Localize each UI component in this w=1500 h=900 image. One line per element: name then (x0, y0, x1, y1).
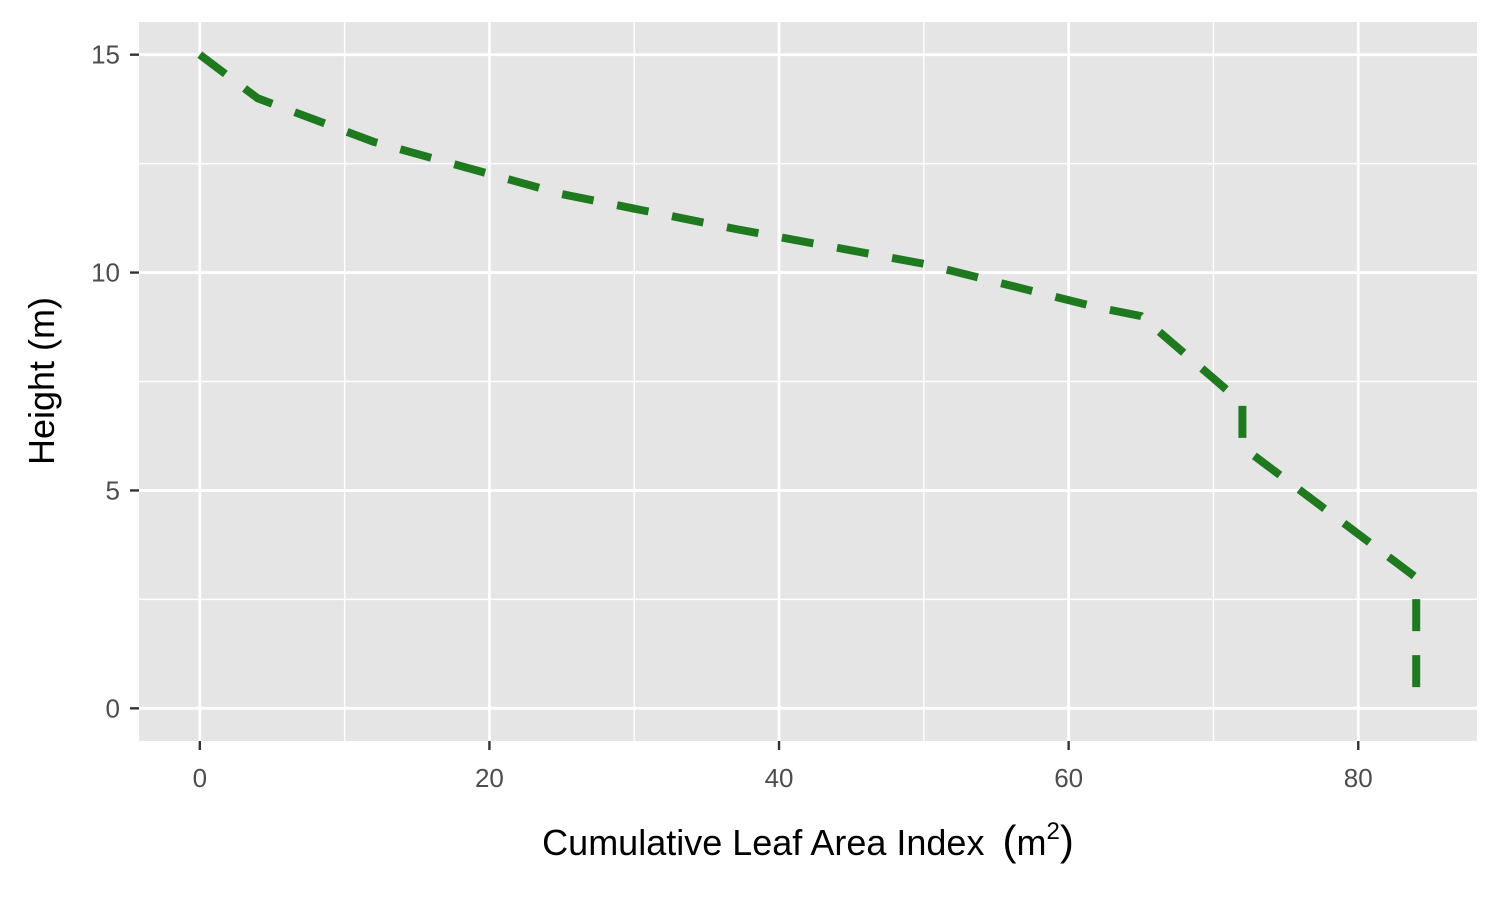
x-tick-label-0: 0 (193, 763, 207, 793)
y-tick-label-0: 0 (106, 693, 120, 723)
x-axis-title-unit-exponent: 2 (1046, 818, 1059, 845)
x-axis-title-text: Cumulative Leaf Area Index (542, 822, 984, 863)
y-axis-ticks: 0 5 10 15 (91, 40, 139, 723)
y-tick-label-3: 15 (91, 40, 120, 70)
x-tick-label-2: 40 (765, 763, 794, 793)
x-tick-label-3: 60 (1054, 763, 1083, 793)
y-tick-label-2: 10 (91, 258, 120, 288)
x-axis-title-unit-base: m (1016, 822, 1046, 863)
minor-gridlines (139, 22, 1477, 741)
series-line-0 (197, 51, 1421, 709)
y-axis-title: Height (m) (21, 297, 62, 465)
y-tick-label-1: 5 (106, 475, 120, 505)
x-axis-title: Cumulative Leaf Area Index (m2) (542, 817, 1074, 864)
x-axis-title-unit-paren-close: ) (1060, 817, 1074, 864)
x-tick-label-1: 20 (475, 763, 504, 793)
x-axis-ticks: 0 20 40 60 80 (193, 741, 1373, 793)
major-gridlines (139, 22, 1477, 741)
x-tick-label-4: 80 (1344, 763, 1373, 793)
series-layer (197, 51, 1421, 709)
x-axis-title-unit-paren-open: ( (1002, 817, 1016, 864)
